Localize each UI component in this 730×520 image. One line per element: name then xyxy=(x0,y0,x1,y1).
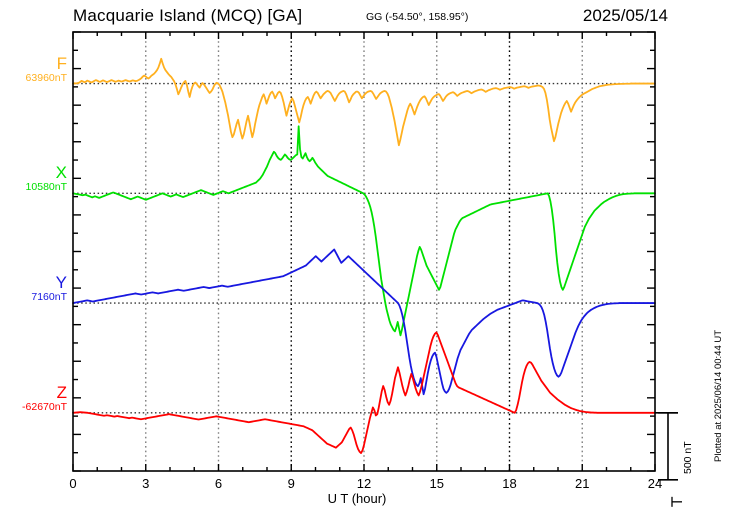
x-axis-title-text: U T (hour) xyxy=(327,491,387,506)
component-name: Z xyxy=(56,382,67,402)
component-label-x: X 10580nT xyxy=(5,164,67,194)
page-title: Macquarie Island (MCQ) [GA] xyxy=(73,6,303,25)
x-tick-label-24: 24 xyxy=(647,476,663,491)
x-tick-label-0: 0 xyxy=(69,476,77,491)
geographic-coordinates: GG (-54.50°, 158.95°) xyxy=(366,11,469,23)
component-label-f: F 63960nT xyxy=(5,55,67,85)
component-baseline: 10580nT xyxy=(25,181,67,194)
component-name: Y xyxy=(55,273,67,293)
x-tick-label-6: 6 xyxy=(214,476,223,491)
component-name: X xyxy=(55,163,67,183)
component-baseline: 7160nT xyxy=(31,291,67,304)
component-label-z: Z -62670nT xyxy=(5,384,67,414)
component-label-y: Y 7160nT xyxy=(5,274,67,304)
x-tick-label-21: 21 xyxy=(575,476,590,491)
scale-bar-label: 500 nT xyxy=(682,441,694,474)
x-tick-label-3: 3 xyxy=(142,476,150,491)
plotted-at-label: Plotted at 2025/06/14 00:44 UT xyxy=(713,329,724,462)
x-tick-label-9: 9 xyxy=(287,476,295,491)
component-name: F xyxy=(56,53,67,73)
observation-date: 2025/05/14 xyxy=(582,6,668,25)
x-tick-label-15: 15 xyxy=(429,476,444,491)
x-axis-title: U T (hour) xyxy=(0,491,730,506)
component-baseline: 63960nT xyxy=(25,71,67,84)
component-baseline: -62670nT xyxy=(22,400,67,413)
x-tick-label-18: 18 xyxy=(502,476,517,491)
chart-header: Macquarie Island (MCQ) [GA] GG (-54.50°,… xyxy=(0,0,730,32)
x-tick-label-12: 12 xyxy=(356,476,372,491)
